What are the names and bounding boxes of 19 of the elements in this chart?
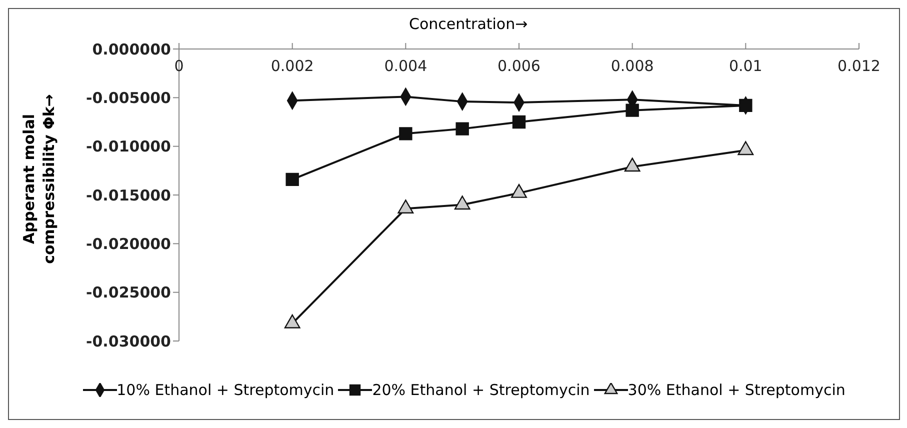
legend-label: 20% Ethanol + Streptomycin [372,381,590,399]
y-tick-label: -0.015000 [86,186,171,204]
y-axis-title: Apperant molal compressibility Φk→ [19,93,59,266]
y-tick-label: -0.005000 [86,88,171,107]
y-tick-label: -0.020000 [86,234,171,253]
x-tick-label: 0.006 [498,57,540,75]
x-tick-label: 0.004 [384,57,428,75]
y-tick-label: -0.025000 [86,284,171,302]
x-tick-label: 0.012 [838,57,880,75]
x-tick-label: 0 [174,57,184,75]
x-tick-label: 0.008 [610,57,654,75]
y-tick-label: -0.010000 [86,138,171,156]
y-tick-label: 0.000000 [92,40,171,58]
x-tick-label: 0.01 [728,57,762,75]
x-axis-title: Concentration→ [409,15,528,33]
x-tick-label: 0.002 [270,57,314,75]
legend-label: 10% Ethanol + Streptomycin [116,381,334,399]
legend-label: 30% Ethanol + Streptomycin [628,381,846,399]
y-tick-label: -0.030000 [86,332,171,350]
